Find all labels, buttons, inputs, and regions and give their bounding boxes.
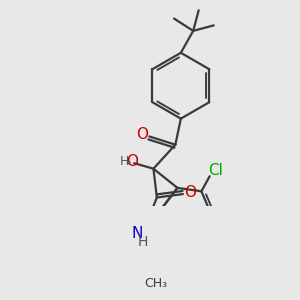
Text: O: O (126, 154, 138, 169)
Text: H: H (137, 235, 148, 249)
Text: Cl: Cl (208, 163, 223, 178)
Text: CH₃: CH₃ (145, 278, 168, 290)
Text: O: O (136, 127, 148, 142)
Text: H: H (120, 155, 129, 168)
Text: O: O (184, 185, 196, 200)
Text: N: N (131, 226, 143, 241)
